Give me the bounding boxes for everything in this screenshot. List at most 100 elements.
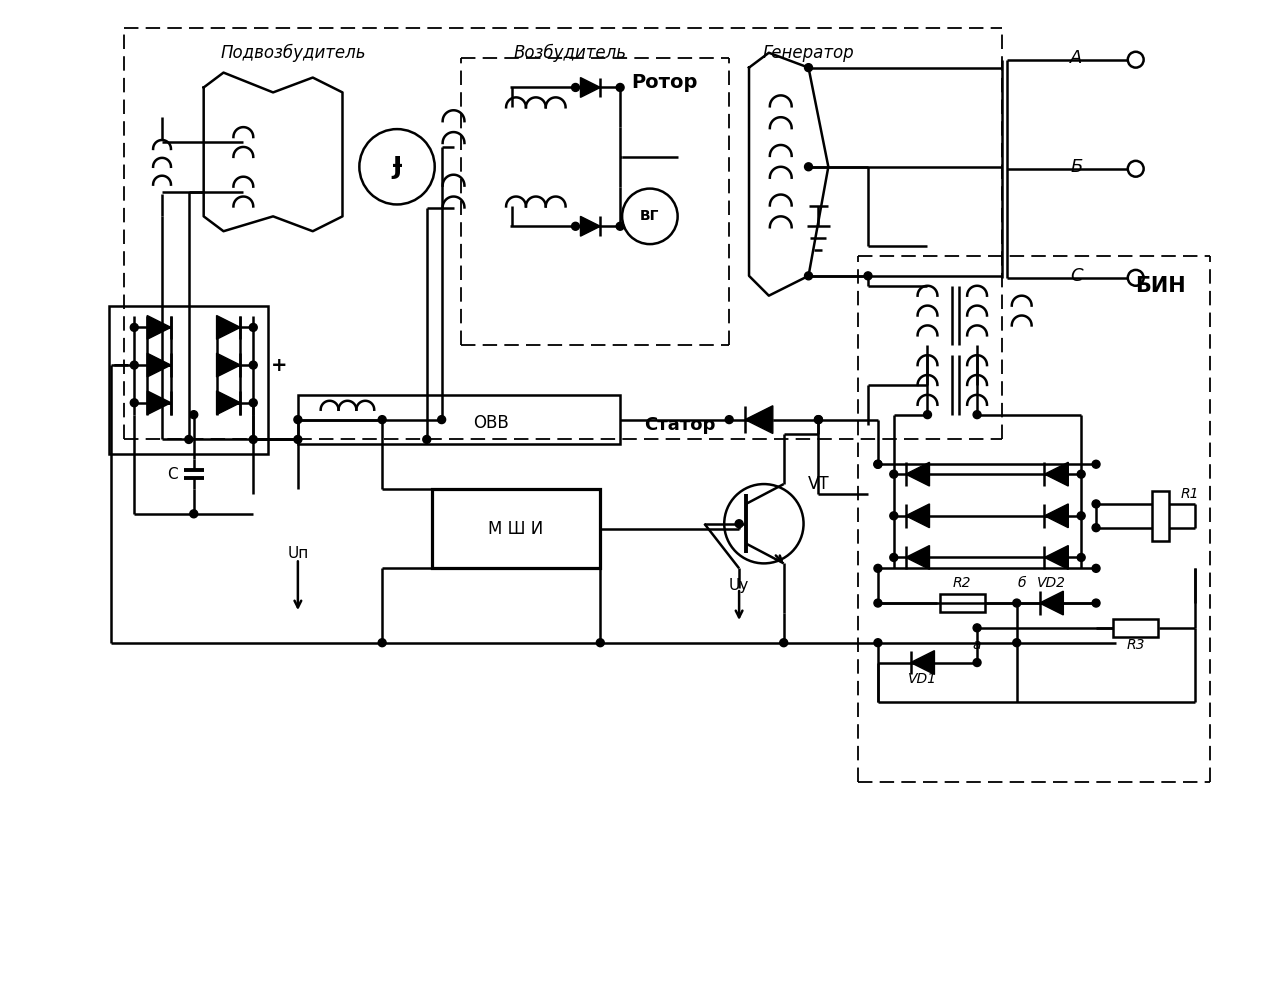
Circle shape	[1093, 500, 1100, 508]
Circle shape	[864, 272, 872, 279]
Circle shape	[1077, 512, 1085, 520]
Circle shape	[190, 510, 198, 518]
Circle shape	[294, 415, 302, 423]
Circle shape	[131, 361, 138, 369]
Circle shape	[890, 512, 897, 520]
Circle shape	[924, 410, 931, 418]
Polygon shape	[911, 650, 934, 674]
Text: С: С	[1070, 267, 1082, 284]
Polygon shape	[217, 316, 240, 339]
Circle shape	[571, 84, 580, 92]
Text: VD1: VD1	[909, 672, 937, 687]
Circle shape	[874, 639, 882, 646]
Circle shape	[185, 436, 193, 444]
Text: б: б	[1018, 577, 1025, 590]
Text: Uп: Uп	[287, 546, 308, 561]
Circle shape	[1093, 523, 1100, 531]
Text: А: А	[1070, 49, 1082, 67]
Text: −: −	[112, 355, 131, 375]
Bar	[109, 306, 268, 455]
Circle shape	[1093, 599, 1100, 607]
Circle shape	[1013, 599, 1020, 607]
Circle shape	[805, 64, 812, 72]
Circle shape	[874, 461, 882, 468]
Polygon shape	[217, 353, 240, 377]
Circle shape	[725, 415, 733, 423]
Circle shape	[890, 553, 897, 562]
Circle shape	[890, 470, 897, 478]
Text: R1: R1	[1181, 487, 1199, 501]
Polygon shape	[745, 405, 773, 434]
Circle shape	[249, 361, 258, 369]
Polygon shape	[906, 504, 929, 527]
Polygon shape	[580, 216, 600, 236]
Text: Генератор: Генератор	[763, 43, 854, 62]
Bar	[940, 594, 985, 612]
Polygon shape	[147, 391, 171, 414]
Text: Возбудитель: Возбудитель	[514, 43, 627, 62]
Text: Ɉ: Ɉ	[392, 154, 402, 179]
Circle shape	[378, 639, 386, 646]
Circle shape	[294, 436, 302, 444]
Polygon shape	[1044, 504, 1068, 527]
Circle shape	[249, 324, 258, 332]
Text: М Ш И: М Ш И	[489, 520, 543, 537]
Text: ВГ: ВГ	[640, 210, 660, 223]
Text: а: а	[973, 638, 981, 651]
Circle shape	[438, 415, 445, 423]
Circle shape	[973, 410, 981, 418]
Circle shape	[973, 624, 981, 632]
Circle shape	[805, 162, 812, 171]
Text: Ротор: Ротор	[632, 73, 698, 92]
Bar	[1151, 491, 1170, 540]
Text: БИН: БИН	[1136, 276, 1185, 296]
Polygon shape	[580, 78, 600, 97]
Text: +: +	[272, 355, 288, 375]
Text: R3: R3	[1127, 638, 1145, 651]
Circle shape	[805, 272, 812, 279]
Circle shape	[1093, 565, 1100, 573]
Circle shape	[1013, 639, 1020, 646]
Polygon shape	[906, 462, 929, 486]
Polygon shape	[1039, 591, 1063, 615]
Bar	[431, 489, 600, 569]
Polygon shape	[1044, 462, 1068, 486]
Bar	[298, 395, 621, 445]
Polygon shape	[1044, 545, 1068, 570]
Circle shape	[617, 222, 624, 230]
Text: Б: Б	[1070, 157, 1082, 176]
Text: R2: R2	[953, 577, 972, 590]
Circle shape	[131, 399, 138, 406]
Circle shape	[378, 415, 386, 423]
Polygon shape	[147, 353, 171, 377]
Polygon shape	[147, 316, 171, 339]
Bar	[1113, 619, 1159, 637]
Circle shape	[423, 436, 430, 444]
Circle shape	[815, 415, 822, 423]
Circle shape	[596, 639, 604, 646]
Circle shape	[779, 639, 788, 646]
Circle shape	[1077, 470, 1085, 478]
Polygon shape	[906, 545, 929, 570]
Text: Подвозбудитель: Подвозбудитель	[220, 43, 365, 62]
Circle shape	[617, 84, 624, 92]
Circle shape	[874, 565, 882, 573]
Circle shape	[874, 599, 882, 607]
Circle shape	[815, 415, 822, 423]
Circle shape	[1077, 553, 1085, 562]
Circle shape	[249, 436, 258, 444]
Circle shape	[131, 324, 138, 332]
Circle shape	[874, 461, 882, 468]
Text: VT: VT	[807, 475, 829, 493]
Polygon shape	[217, 391, 240, 414]
Circle shape	[571, 222, 580, 230]
Circle shape	[1093, 461, 1100, 468]
Circle shape	[190, 410, 198, 418]
Text: ОВВ: ОВВ	[473, 413, 509, 432]
Text: Uy: Uy	[728, 578, 749, 592]
Circle shape	[249, 399, 258, 406]
Circle shape	[973, 658, 981, 666]
Circle shape	[735, 520, 744, 527]
Text: VD2: VD2	[1037, 577, 1066, 590]
Text: Статор: Статор	[643, 415, 716, 434]
